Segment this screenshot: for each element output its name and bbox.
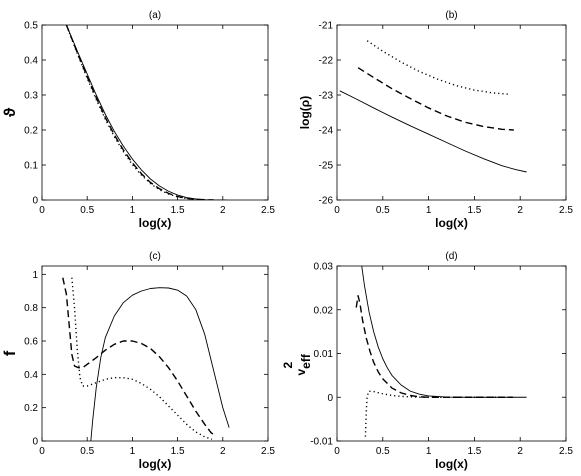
y-tick-label: -0.01 <box>310 437 333 448</box>
series-line-dashed <box>62 277 216 437</box>
chart-title: (b) <box>445 10 457 21</box>
y-tick-label: -26 <box>319 196 334 207</box>
x-tick-label: 1.5 <box>467 446 481 457</box>
plot-frame <box>41 265 269 442</box>
series-line-solid <box>65 25 228 200</box>
x-tick-label: 2.5 <box>261 446 275 457</box>
x-tick-label: 1 <box>130 446 136 457</box>
chart-panel-d: 0 0.5 1 1.5 2 2.5-0.0100.010.020.03(d)log(x)v… <box>281 251 573 471</box>
x-tick-label: 0.5 <box>376 446 390 457</box>
y-tick-label: 0.4 <box>24 370 38 381</box>
series-line-dashed <box>357 67 514 131</box>
y-axis-label: f <box>2 350 19 356</box>
y-tick-label: 0.6 <box>24 337 38 348</box>
y-tick-label: 0.2 <box>24 126 38 137</box>
y-tick-label: -21 <box>319 21 334 32</box>
x-tick-label: 1 <box>426 205 432 216</box>
x-tick-label: 0 <box>39 205 45 216</box>
series-line-solid <box>90 287 230 441</box>
y-tick-label: 0 <box>32 437 38 448</box>
series-line-dotted <box>65 25 205 200</box>
y-tick-label: 0.8 <box>24 303 38 314</box>
y-tick-label: 0.1 <box>24 161 38 172</box>
x-axis-label: log(x) <box>139 457 172 471</box>
plot-frame <box>336 24 567 201</box>
x-tick-label: 1 <box>426 446 432 457</box>
x-tick-label: 2.5 <box>559 205 573 216</box>
y-tick-label: 0.02 <box>314 305 334 316</box>
x-tick-label: 2 <box>517 446 523 457</box>
x-axis-label: log(x) <box>435 216 468 230</box>
series-line-dotted <box>366 40 510 95</box>
x-tick-label: 2.5 <box>261 205 275 216</box>
x-tick-label: 2.5 <box>559 446 573 457</box>
x-tick-label: 1 <box>130 205 136 216</box>
y-axis-label: ϑ <box>2 107 19 117</box>
y-tick-label: 0.2 <box>24 403 38 414</box>
y-axis-label: log(ρ) <box>298 96 312 129</box>
x-tick-label: 0.5 <box>80 446 94 457</box>
series-line-dashed <box>355 295 513 398</box>
x-tick-label: 2 <box>517 205 523 216</box>
y-tick-label: 0 <box>327 393 333 404</box>
series-line-solid <box>361 266 527 398</box>
x-tick-label: 1.5 <box>171 205 185 216</box>
y-axis-label-superscript: 2 <box>281 362 295 369</box>
series-line-solid <box>339 90 527 173</box>
y-tick-label: 0.01 <box>314 349 334 360</box>
chart-title: (a) <box>149 10 161 21</box>
x-tick-label: 0 <box>334 205 340 216</box>
y-tick-label: 0.03 <box>314 262 334 273</box>
series-line-dashed <box>65 25 214 200</box>
y-tick-label: 0 <box>32 196 38 207</box>
series-line-dotted <box>364 390 510 437</box>
x-axis-label: log(x) <box>139 216 172 230</box>
y-tick-label: -22 <box>319 56 334 67</box>
x-tick-label: 1.5 <box>171 446 185 457</box>
x-axis-label: log(x) <box>435 457 468 471</box>
y-axis-label: veff <box>294 353 313 375</box>
x-tick-label: 2 <box>220 446 226 457</box>
x-tick-label: 0.5 <box>376 205 390 216</box>
x-tick-label: 2 <box>220 205 226 216</box>
y-tick-label: -23 <box>319 91 334 102</box>
y-tick-label: -24 <box>319 126 334 137</box>
y-tick-label: -25 <box>319 161 334 172</box>
x-tick-label: 0 <box>39 446 45 457</box>
y-tick-label: 0.3 <box>24 91 38 102</box>
chart-title: (c) <box>149 251 161 262</box>
chart-panel-c: 0 0.5 1 1.5 2 2.5 0 0.2 0.4 0.6 0.8 1 (c) log(x) f <box>2 251 275 471</box>
y-tick-label: 0.4 <box>24 56 38 67</box>
x-tick-label: 0.5 <box>80 205 94 216</box>
chart-panel-a: 0 0.5 1 1.5 2 2.5 0 0.1 0.2 0.3 0.4 0.5 (a) log(x) ϑ <box>2 10 275 230</box>
plot-frame <box>41 24 269 201</box>
chart-title: (d) <box>445 251 457 262</box>
chart-panel-b: 0 0.5 1 1.5 2 2.5 -26 -25 -24 -23 -22 -21 (b) log(x) l… <box>298 10 573 230</box>
y-tick-label: 0.5 <box>24 21 38 32</box>
y-axis-label-subscript: eff <box>299 353 313 369</box>
series-line-dotted <box>71 277 213 440</box>
x-tick-label: 0 <box>334 446 340 457</box>
y-tick-label: 1 <box>32 270 38 281</box>
x-tick-label: 1.5 <box>467 205 481 216</box>
